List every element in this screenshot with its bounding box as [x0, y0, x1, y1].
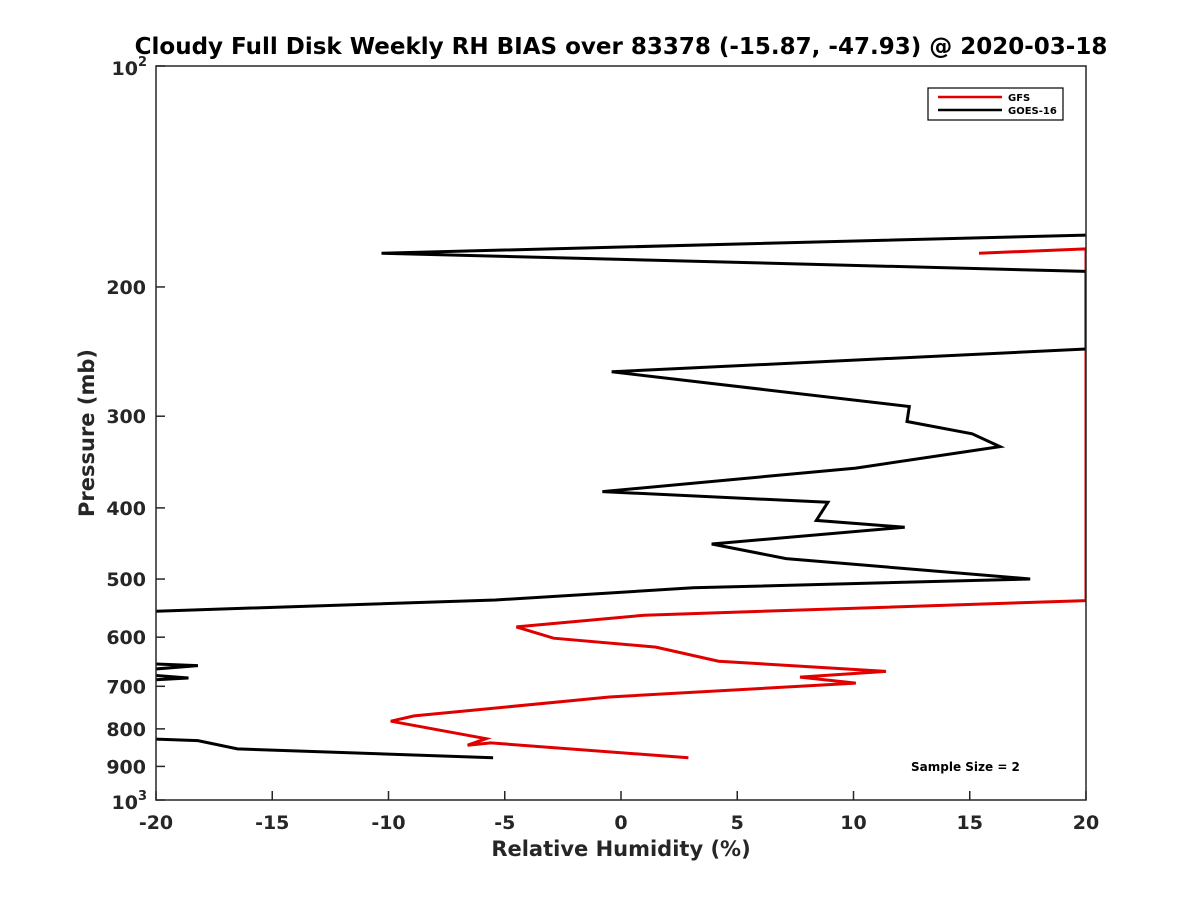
x-tick-label: 20	[1073, 812, 1099, 834]
legend-box	[927, 87, 1064, 121]
x-tick-label: 0	[614, 812, 627, 834]
y-tick-label: 800	[106, 719, 146, 741]
y-tick-label: 500	[106, 569, 146, 591]
chart-title: Cloudy Full Disk Weekly RH BIAS over 833…	[135, 34, 1108, 60]
y-axis: 200 300 400 500 600 700 800 900 102 103	[106, 55, 165, 814]
x-tick-label: 15	[957, 812, 983, 834]
x-tick-label: -20	[139, 812, 173, 834]
y-tick-label: 300	[106, 406, 146, 428]
x-axis: -20 -15 -10 -5 0 5 10 15 20	[139, 791, 1099, 834]
y-tick-label: 700	[106, 676, 146, 698]
y-tick-label-power: 102	[112, 55, 148, 80]
y-axis-label: Pressure (mb)	[75, 349, 99, 517]
legend-label-goes16: GOES-16	[1008, 106, 1057, 117]
y-tick-label-power: 103	[112, 789, 148, 814]
x-axis-label: Relative Humidity (%)	[491, 837, 750, 861]
plot-frame	[155, 65, 1087, 801]
y-tick-label: 200	[106, 277, 146, 299]
x-tick-label: 5	[731, 812, 744, 834]
x-tick-label: 10	[840, 812, 866, 834]
legend: GFS GOES-16	[927, 87, 1064, 121]
legend-label-gfs: GFS	[1008, 93, 1030, 104]
x-tick-label: -10	[371, 812, 405, 834]
sample-size-annotation: Sample Size = 2	[911, 760, 1020, 774]
y-tick-label: 900	[106, 756, 146, 778]
y-tick-label: 400	[106, 498, 146, 520]
x-tick-label: -15	[255, 812, 289, 834]
plot-area	[156, 233, 1086, 760]
y-tick-label: 600	[106, 627, 146, 649]
series-line-gfs	[390, 247, 1086, 760]
x-tick-label: -5	[494, 812, 515, 834]
series-line-goes16	[156, 233, 1086, 760]
